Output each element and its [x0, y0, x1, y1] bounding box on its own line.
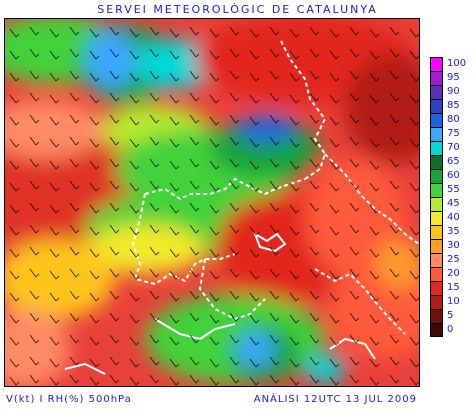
legend-label: 5 [447, 310, 454, 321]
map-title: SERVEI METEOROLÒGIC DE CATALUNYA [97, 3, 378, 16]
analysis-time-label: ANÀLISI 12UTC 13 JUL 2009 [253, 394, 417, 405]
legend-label: 10 [447, 296, 460, 307]
legend-label: 90 [447, 86, 460, 97]
legend-swatch [430, 127, 443, 141]
legend-swatch [430, 225, 443, 239]
humidity-legend: 100 95 90 85 80 75 70 65 60 55 45 40 35 30 25 20 15 10 5 0 [430, 57, 474, 357]
legend-swatch [430, 183, 443, 197]
legend-swatch [430, 211, 443, 225]
legend-swatch [430, 57, 443, 71]
legend-label: 75 [447, 128, 460, 139]
variables-label: V(kt) I RH(%) 500hPa [6, 394, 132, 405]
legend-swatch [430, 309, 443, 323]
legend-swatch [430, 169, 443, 183]
legend-label: 95 [447, 72, 460, 83]
legend-swatch [430, 113, 443, 127]
legend-swatch [430, 281, 443, 295]
legend-swatch [430, 253, 443, 267]
legend-label: 55 [447, 184, 460, 195]
legend-label: 65 [447, 156, 460, 167]
legend-label: 40 [447, 212, 460, 223]
legend-swatch [430, 197, 443, 211]
legend-swatch [430, 323, 443, 337]
humidity-wind-map [4, 18, 420, 387]
legend-label: 35 [447, 226, 460, 237]
legend-label: 45 [447, 198, 460, 209]
legend-label: 85 [447, 100, 460, 111]
legend-swatch [430, 239, 443, 253]
legend-label: 30 [447, 240, 460, 251]
legend-swatch [430, 85, 443, 99]
legend-swatch [430, 295, 443, 309]
legend-label: 25 [447, 254, 460, 265]
legend-swatch [430, 99, 443, 113]
legend-label: 20 [447, 268, 460, 279]
legend-label: 70 [447, 142, 460, 153]
legend-label: 80 [447, 114, 460, 125]
legend-swatch [430, 71, 443, 85]
legend-swatch [430, 155, 443, 169]
legend-label: 100 [447, 58, 467, 69]
map-canvas [5, 19, 419, 386]
legend-swatch [430, 141, 443, 155]
legend-label: 60 [447, 170, 460, 181]
legend-label: 15 [447, 282, 460, 293]
legend-label: 0 [447, 324, 454, 335]
legend-swatch [430, 267, 443, 281]
